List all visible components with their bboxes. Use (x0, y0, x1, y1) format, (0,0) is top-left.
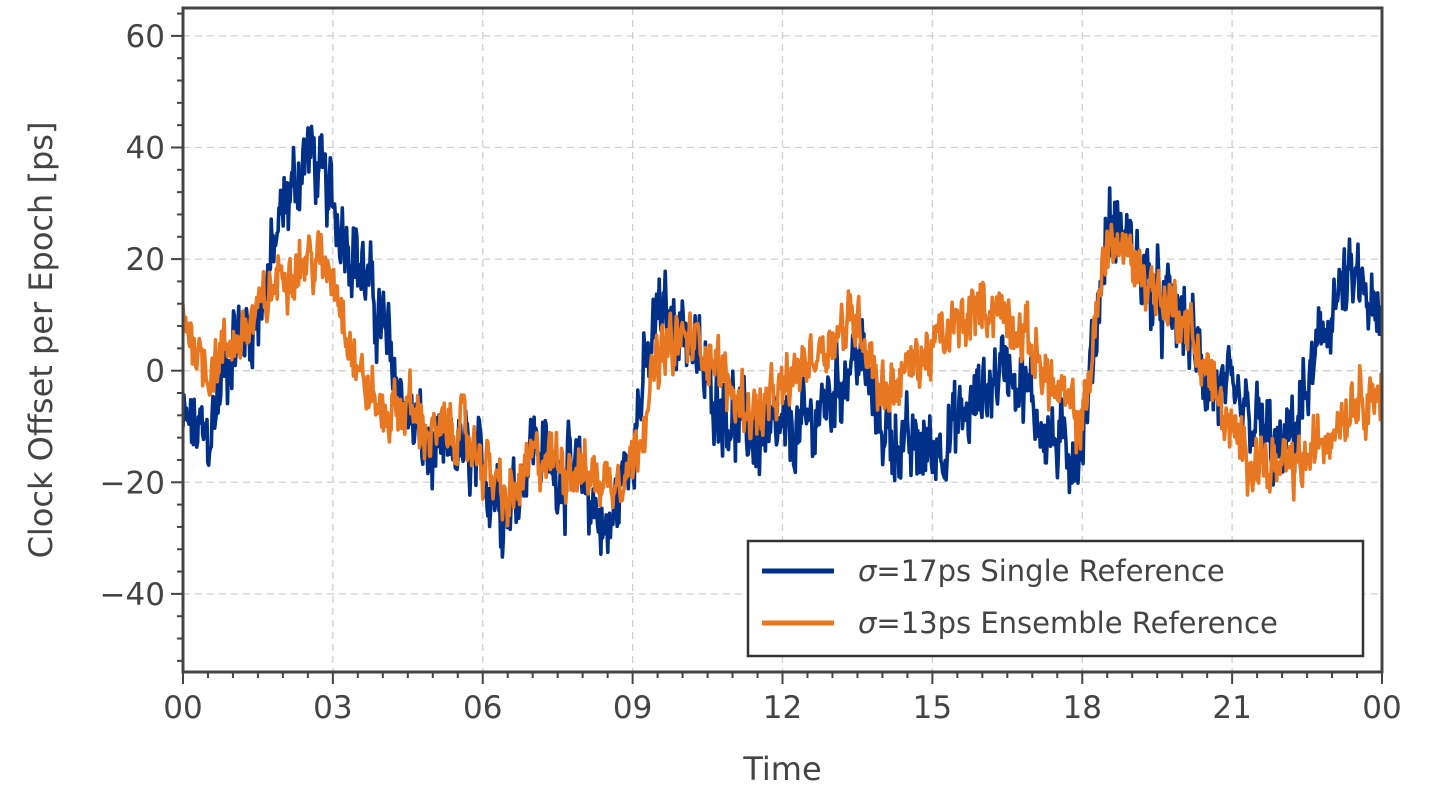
x-tick-label: 00 (1362, 690, 1401, 726)
x-tick-label: 21 (1212, 690, 1251, 726)
y-tick-label: 60 (126, 19, 165, 55)
legend-sigma-symbol: σ (858, 606, 878, 640)
x-tick-label: 03 (313, 690, 352, 726)
legend-box (746, 539, 1365, 658)
tick-labels: 00 03 06 09 12 15 18 21 00 −40 −20 0 20 40 60 (100, 19, 1402, 726)
legend-entry-label: =13ps Ensemble Reference (876, 606, 1277, 640)
y-tick-label: 0 (145, 354, 165, 390)
x-tick-label: 00 (163, 690, 202, 726)
x-tick-label: 06 (463, 690, 502, 726)
series-line-ensemble-reference (183, 222, 1382, 528)
x-axis-label: Time (742, 750, 821, 785)
x-tick-label: 18 (1063, 690, 1102, 726)
y-tick-label: 40 (126, 130, 165, 166)
y-tick-label: 20 (126, 242, 165, 278)
legend-sigma-symbol: σ (858, 554, 878, 588)
x-tick-label: 12 (763, 690, 802, 726)
legend: σ=17ps Single Reference σ=13ps Ensemble … (746, 539, 1365, 658)
x-tick-label: 15 (913, 690, 952, 726)
y-axis-label: Clock Offset per Epoch [ps] (22, 122, 60, 559)
y-tick-label: −20 (100, 465, 165, 501)
legend-entry-ensemble-reference: σ=13ps Ensemble Reference (858, 606, 1278, 640)
legend-entry-single-reference: σ=17ps Single Reference (858, 554, 1225, 588)
x-tick-label: 09 (613, 690, 652, 726)
axis-ticks (171, 12, 1383, 684)
series-line-single-reference (183, 124, 1382, 559)
series-lines (183, 124, 1382, 559)
legend-entry-label: =17ps Single Reference (876, 554, 1224, 588)
y-tick-label: −40 (100, 577, 165, 613)
